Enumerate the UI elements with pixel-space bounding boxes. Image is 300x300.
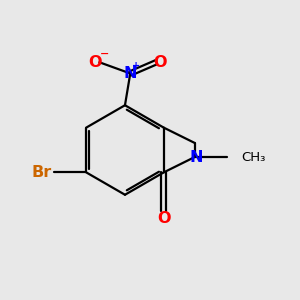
Text: CH₃: CH₃: [241, 151, 266, 164]
Text: O: O: [88, 55, 102, 70]
Text: −: −: [99, 49, 109, 59]
Text: O: O: [157, 212, 170, 226]
Text: +: +: [132, 61, 140, 71]
Text: N: N: [124, 66, 137, 81]
Text: O: O: [154, 55, 167, 70]
Text: N: N: [189, 150, 203, 165]
Text: Br: Br: [31, 165, 52, 180]
